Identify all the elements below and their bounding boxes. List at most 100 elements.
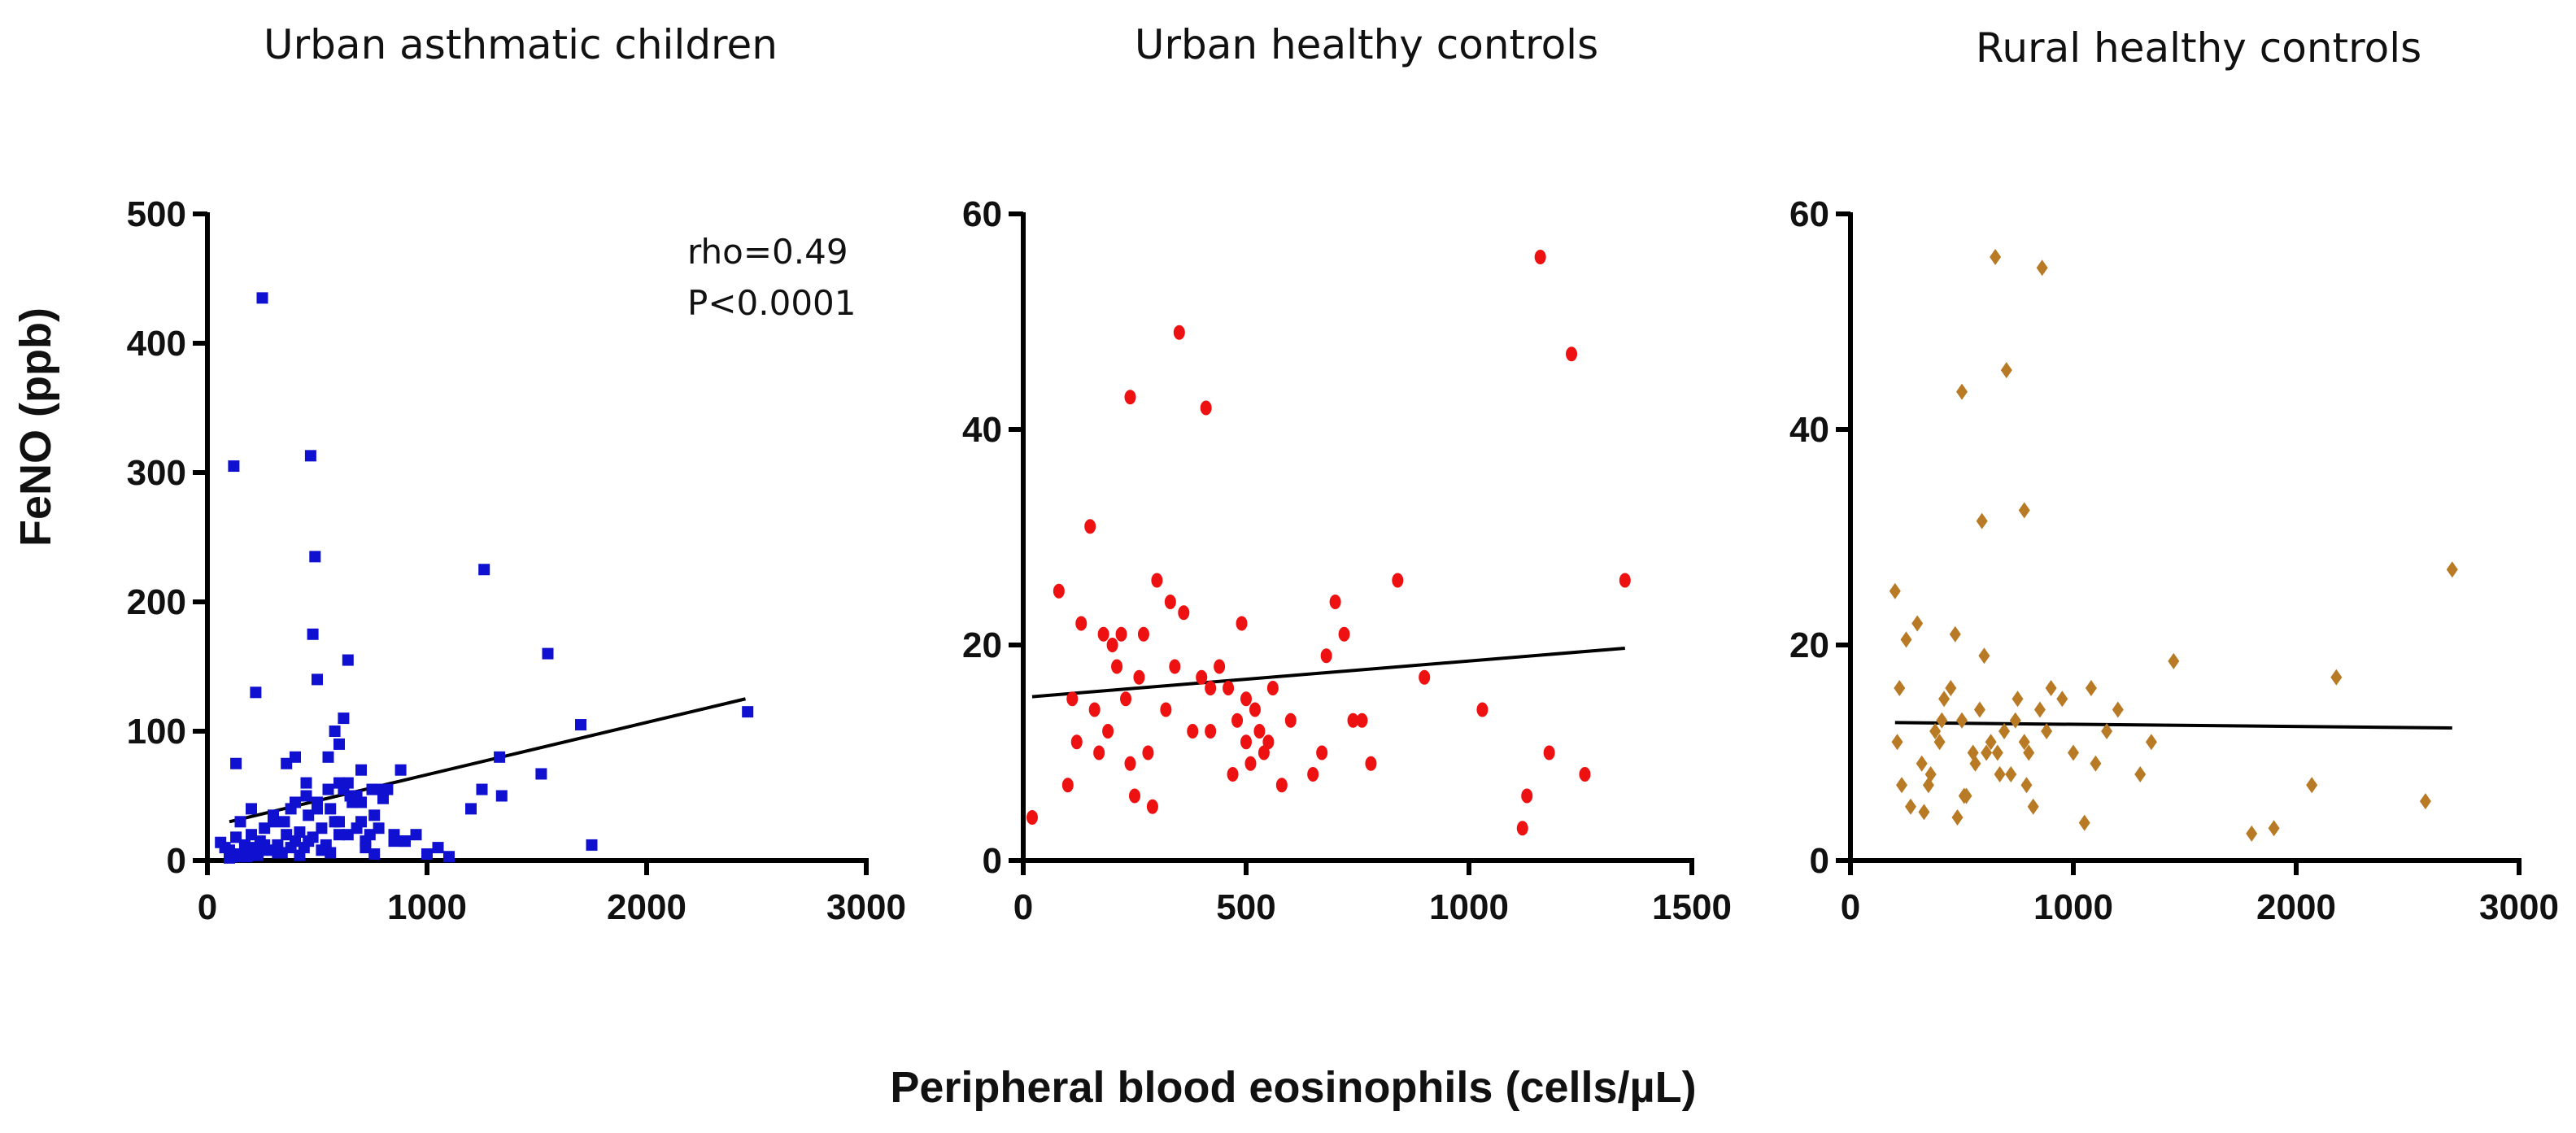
data-point [1949,625,1961,643]
y-tick-label: 60 [962,194,1002,234]
x-tick-label: 0 [1841,887,1860,927]
data-point [333,738,345,750]
data-point [2085,680,2097,696]
data-point [316,822,328,834]
data-point [1929,723,1942,739]
x-tick-label: 1000 [2033,887,2113,927]
data-point [535,768,547,780]
data-point [421,848,433,861]
data-point [300,790,312,802]
data-point [1347,712,1359,728]
data-point [224,852,235,864]
data-point [1338,626,1350,642]
x-tick-label: 500 [1216,887,1275,927]
data-point [1133,669,1145,685]
data-point [1178,605,1190,621]
data-point [281,829,293,841]
data-point [256,292,268,304]
data-point [1214,659,1226,674]
data-point [1129,788,1140,804]
y-tick-label: 500 [127,194,186,234]
x-tick-label: 2000 [607,887,686,927]
data-point [307,628,319,640]
data-point [1958,787,1970,804]
data-point [2005,766,2017,782]
trend-line [1894,721,2452,730]
data-point [272,847,284,859]
data-point [1969,755,1981,772]
x-tick-label: 3000 [2479,887,2559,927]
data-point [1978,647,1990,665]
data-point [1253,724,1266,739]
data-point [1205,724,1217,739]
data-point [2268,820,2280,837]
data-point [333,816,345,828]
data-point [742,706,754,718]
data-point [2078,814,2090,831]
data-point [1075,616,1087,631]
data-point [344,790,356,802]
data-point [2000,362,2012,379]
y-tick-label: 60 [1789,194,1829,234]
data-point [1284,712,1297,728]
data-point [278,816,290,828]
data-point [1419,669,1431,685]
y-tick-label: 40 [1789,410,1829,450]
data-point [364,829,376,841]
data-point [1998,723,2011,739]
data-point [1231,712,1244,728]
data-point [2419,793,2431,810]
data-point [2036,259,2048,277]
data-point [325,847,337,859]
y-tick-label: 200 [127,582,186,622]
data-point [495,790,508,802]
data-point [1070,734,1083,750]
data-point [1097,626,1109,642]
panel-title: Rural healthy controls [1976,24,2421,72]
data-point [1976,512,1988,529]
data-point [373,783,385,795]
data-point [1200,400,1212,416]
data-point [351,822,363,834]
data-point [1365,756,1377,771]
data-point [2018,734,2030,751]
data-point [1392,573,1404,588]
data-point [1093,745,1105,760]
data-point [1936,712,1948,729]
data-point [1891,734,1903,751]
data-point [303,835,315,848]
y-tick-label: 20 [962,625,1002,665]
data-point [230,757,242,769]
data-point [342,777,354,789]
trend-line [1031,646,1625,699]
data-point [2330,669,2343,686]
data-point [1911,615,1924,632]
data-point [465,803,477,815]
data-point [2045,680,2057,696]
data-point [290,796,301,808]
data-point [2020,777,2033,794]
data-point [2012,691,2024,708]
data-point [432,842,444,854]
data-point [1973,701,1985,718]
x-tick-label: 0 [198,887,217,927]
data-point [360,842,372,854]
data-point [232,848,244,861]
data-point [333,777,345,789]
y-tick-label: 100 [127,712,186,752]
data-point [2101,723,2113,739]
data-point [1164,595,1176,609]
data-point [1244,756,1257,771]
data-point [2023,744,2035,761]
data-point [250,844,262,856]
data-point [1053,583,1065,599]
data-point [1169,659,1181,674]
data-point [1991,744,2003,761]
data-point [325,803,337,815]
data-point [246,803,257,815]
data-point [1151,573,1163,588]
data-point [1981,744,1993,761]
data-point [1205,681,1217,695]
data-point [1951,809,1964,826]
data-point [1896,777,1908,794]
